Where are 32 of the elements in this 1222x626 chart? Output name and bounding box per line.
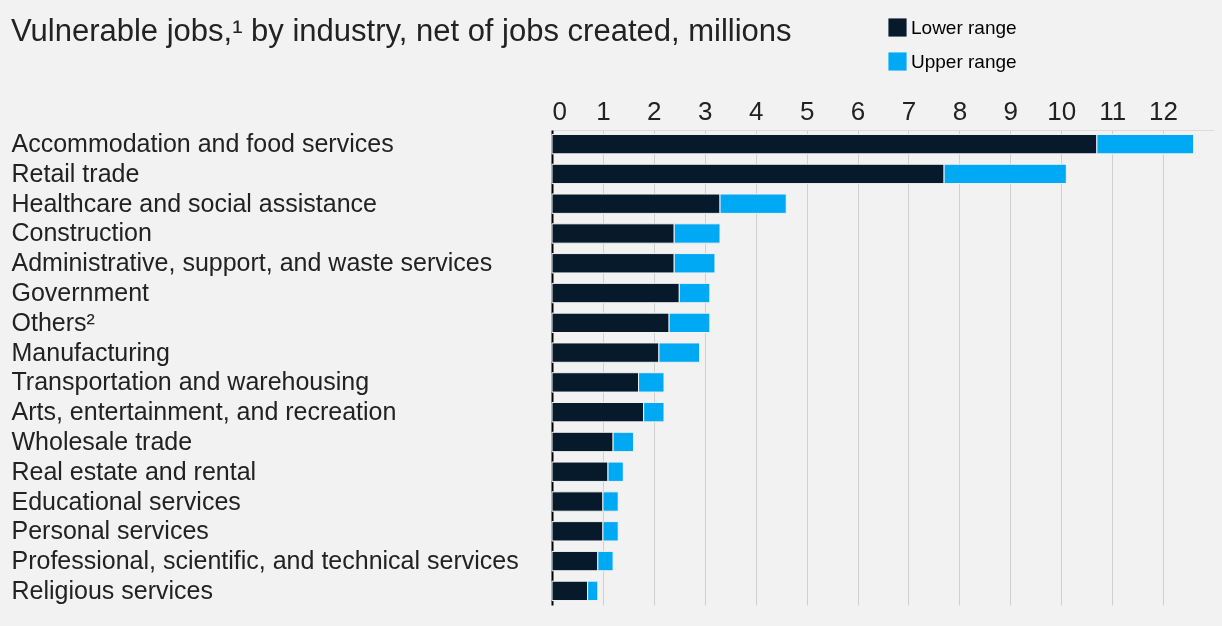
y-tick-label: Transportation and warehousing (11, 367, 370, 396)
y-tick-label: Professional, scientific, and technical services (11, 546, 519, 575)
x-tick-label: 4 (748, 95, 764, 126)
x-tick-label: 0 (552, 95, 567, 126)
y-tick-label: Arts, entertainment, and recreation (11, 397, 397, 426)
y-tick-label: Wholesale trade (11, 426, 193, 455)
y-tick-label: Real estate and rental (11, 456, 257, 485)
y-tick-label: Government (11, 278, 150, 307)
x-tick-label: 10 (1047, 95, 1077, 126)
chart-title: Vulnerable jobs,¹ by industry, net of jobs created, millions (11, 13, 792, 48)
legend-label: Upper range (911, 50, 1017, 72)
x-tick-label: 8 (952, 95, 968, 126)
y-tick-label: Retail trade (11, 158, 140, 187)
x-tick-label: 11 (1099, 95, 1127, 126)
y-tick-label: Construction (11, 218, 152, 247)
y-tick-label: Healthcare and social assistance (11, 188, 377, 217)
x-tick-label: 2 (647, 95, 662, 126)
x-tick-label: 1 (596, 95, 611, 126)
x-tick-label: 5 (799, 95, 815, 126)
legend-label: Lower range (911, 16, 1017, 38)
y-tick-label: Educational services (11, 486, 241, 515)
y-tick-label: Accommodation and food services (11, 129, 394, 158)
y-tick-label: Manufacturing (11, 337, 170, 366)
x-tick-label: 7 (901, 95, 917, 126)
y-tick-label: Administrative, support, and waste services (11, 248, 493, 277)
y-tick-label: Personal services (11, 516, 209, 545)
y-tick-label: Religious services (11, 575, 213, 604)
x-tick-label: 9 (1003, 95, 1019, 126)
y-tick-label: Others² (11, 307, 95, 336)
x-tick-label: 6 (850, 95, 866, 126)
x-tick-label: 3 (698, 95, 713, 126)
x-tick-label: 12 (1149, 95, 1179, 126)
